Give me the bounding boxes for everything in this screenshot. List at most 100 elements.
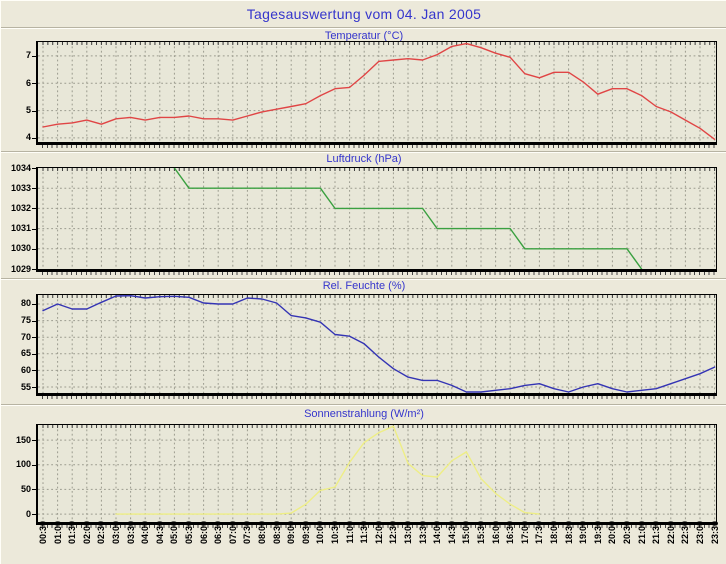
x-axis-label: 00:30 [38, 521, 48, 545]
x-axis-label: 05:30 [184, 521, 194, 545]
temperature-plot [36, 41, 717, 145]
x-axis-ticks [42, 396, 716, 399]
x-axis-label: 18:30 [563, 521, 574, 545]
section-radiation: Sonnenstrahlung (W/m²) 150 100 50 0 [1, 404, 726, 528]
y-axis-label: 1034 [10, 162, 31, 173]
x-axis-label: 14:30 [446, 521, 457, 545]
y-axis-tick [32, 269, 36, 270]
x-axis-label: 14:00 [432, 521, 443, 545]
x-axis-label: 17:30 [534, 521, 545, 545]
x-axis-label: 04:00 [140, 521, 151, 545]
y-axis-tick [32, 440, 36, 442]
y-axis-tick [32, 248, 36, 250]
x-axis-label: 23:30 [709, 521, 720, 545]
pressure-chart [38, 168, 716, 269]
y-axis-tick [32, 110, 36, 112]
x-axis-labels: 00:30 01:00 01:30 02:00 02:30 03:00 03:30 04:00… [1, 521, 726, 564]
y-axis-tick [32, 55, 36, 57]
y-axis-label: 1030 [10, 243, 31, 254]
x-axis-label: 13:00 [403, 521, 413, 545]
radiation-chart [38, 425, 716, 522]
x-axis-label: 16:30 [505, 521, 516, 545]
x-axis-label: 08:00 [257, 521, 267, 545]
y-axis-tick [32, 168, 36, 169]
y-axis-label: 75 [20, 315, 31, 326]
radiation-chart-title: Sonnenstrahlung (W/m²) [304, 408, 424, 420]
section-temperature: Temperatur (°C) 7 6 5 4 [1, 29, 726, 151]
x-axis-label: 01:30 [67, 521, 78, 545]
y-axis-tick [32, 353, 36, 355]
x-axis-label: 22:00 [665, 521, 676, 545]
section-pressure: Luftdruck (hPa) 1034 1033 1032 1031 1030 1029 [1, 151, 726, 278]
x-axis-label: 09:00 [286, 521, 297, 545]
x-axis-label: 19:00 [578, 521, 589, 545]
x-axis-label: 06:30 [213, 521, 224, 545]
y-axis-label: 50 [20, 483, 31, 494]
temperature-chart [38, 42, 716, 142]
x-axis-label: 21:00 [636, 521, 647, 545]
x-axis-label: 16:00 [490, 521, 501, 545]
x-axis-label: 06:00 [198, 521, 209, 545]
radiation-series-line [115, 425, 541, 515]
y-axis-tick [32, 464, 36, 466]
x-axis-label: 07:30 [242, 521, 253, 545]
temperature-chart-title: Temperatur (°C) [324, 30, 404, 42]
x-axis-label: 12:00 [373, 521, 384, 545]
x-axis-label: 05:00 [169, 521, 180, 545]
x-axis-label: 03:30 [125, 521, 136, 545]
x-axis-label: 17:00 [519, 521, 530, 545]
humidity-chart [38, 295, 716, 393]
y-axis-label: 65 [20, 348, 31, 359]
y-axis-label: 80 [20, 298, 31, 309]
x-axis-ticks [42, 272, 716, 275]
y-axis-tick [32, 208, 36, 210]
y-axis-label: 70 [20, 331, 31, 342]
y-axis-tick [32, 337, 36, 339]
x-axis-label: 11:30 [359, 521, 370, 544]
x-axis-ticks [42, 525, 716, 528]
humidity-chart-title: Rel. Feuchte (%) [322, 280, 406, 292]
x-axis-label: 04:30 [154, 521, 165, 545]
x-axis-label: 10:00 [315, 521, 326, 545]
x-axis-label: 02:00 [81, 521, 92, 545]
x-axis-label: 15:00 [461, 521, 472, 545]
x-axis-label: 13:30 [417, 521, 428, 545]
pressure-chart-title: Luftdruck (hPa) [326, 153, 402, 165]
radiation-plot [36, 424, 717, 525]
x-axis-label: 07:00 [227, 521, 238, 545]
x-axis-label: 01:00 [52, 521, 63, 545]
y-axis-tick [32, 489, 36, 491]
y-axis-tick [32, 514, 36, 516]
x-axis-label: 12:30 [388, 521, 399, 545]
y-axis-label: 0 [25, 508, 31, 519]
y-axis-label: 60 [20, 364, 31, 375]
x-axis-label: 03:00 [111, 521, 121, 545]
y-axis-label: 1029 [10, 263, 31, 274]
x-axis-label: 23:00 [695, 521, 705, 545]
y-axis-label: 7 [25, 50, 31, 61]
y-axis-tick [32, 320, 36, 322]
y-axis-tick [32, 137, 36, 139]
y-axis-tick [32, 387, 36, 389]
y-axis-label: 150 [15, 434, 31, 445]
temperature-series-line [42, 42, 716, 141]
y-axis-tick [32, 370, 36, 372]
x-axis-label: 15:30 [476, 521, 486, 545]
y-axis-label: 100 [15, 459, 31, 470]
page-title: Tagesauswertung vom 04. Jan 2005 [1, 1, 726, 28]
pressure-plot [36, 167, 717, 272]
section-humidity: Rel. Feuchte (%) 80 75 70 65 60 55 [1, 278, 726, 404]
x-axis-label: 09:30 [300, 521, 311, 545]
humidity-series-line [42, 295, 716, 393]
x-axis-label: 08:30 [271, 521, 282, 545]
x-axis-label: 18:00 [549, 521, 559, 545]
y-axis-label: 1033 [10, 182, 31, 193]
x-axis-label: 21:30 [651, 521, 662, 545]
y-axis-label: 4 [25, 132, 31, 143]
y-axis-tick [32, 228, 36, 230]
y-axis-label: 1031 [10, 223, 31, 234]
x-axis-label: 20:00 [607, 521, 618, 545]
x-axis-ticks [42, 145, 716, 148]
y-axis-tick [32, 188, 36, 190]
